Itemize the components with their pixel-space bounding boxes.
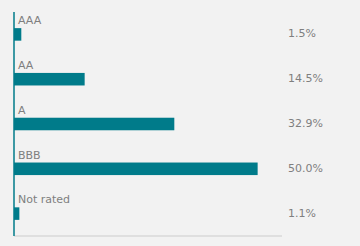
category-label: AA xyxy=(18,59,34,72)
chart: AAA 1.5% AA 14.5% A 32.9% BBB 50.0% Not rated 1.1… xyxy=(0,0,360,246)
chart-svg: AAA 1.5% AA 14.5% A 32.9% BBB 50.0% Not rated 1.1… xyxy=(0,0,360,246)
bar xyxy=(14,163,258,176)
labels: AAA 1.5% AA 14.5% A 32.9% BBB 50.0% Not rated 1.1… xyxy=(18,14,323,219)
value-label: 50.0% xyxy=(288,162,323,175)
value-label: 1.1% xyxy=(288,207,316,220)
bar xyxy=(14,118,174,131)
category-label: Not rated xyxy=(18,193,70,206)
bar xyxy=(14,28,21,41)
bar xyxy=(14,73,85,86)
zero-line xyxy=(13,12,15,236)
bars xyxy=(14,28,258,220)
category-label: A xyxy=(18,104,26,117)
category-label: BBB xyxy=(18,149,41,162)
bar xyxy=(14,207,19,220)
x-axis-line xyxy=(14,236,282,237)
category-label: AAA xyxy=(18,14,42,27)
background xyxy=(0,0,360,246)
value-label: 32.9% xyxy=(288,117,323,130)
value-label: 1.5% xyxy=(288,27,316,40)
value-label: 14.5% xyxy=(288,72,323,85)
